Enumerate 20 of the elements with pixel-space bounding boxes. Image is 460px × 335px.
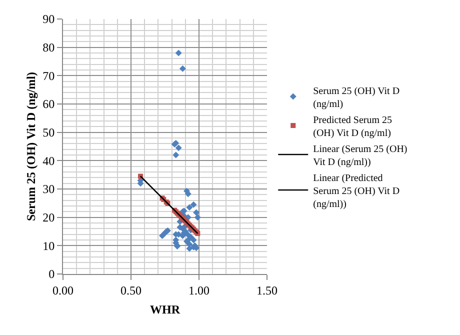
y-tick-label: 40	[42, 154, 55, 168]
legend-label: Linear (Predicted Serum 25 (OH) Vit D (ng/ml))	[313, 172, 400, 210]
y-tick-label: 50	[42, 126, 55, 140]
y-tick-label: 10	[42, 238, 55, 253]
x-tick-label: 0.00	[52, 283, 74, 298]
x-tick-label: 1.50	[256, 283, 278, 298]
legend-label: Predicted Serum 25 (OH) Vit D (ng/ml)	[313, 114, 392, 139]
y-tick-label: 60	[42, 97, 55, 112]
y-tick-label: 70	[42, 68, 55, 83]
y-tick-label: 30	[42, 182, 55, 196]
y-tick-label: 80	[42, 40, 55, 55]
x-tick-label: 1.00	[188, 283, 210, 298]
y-axis-title: Serum 25 (OH) Vit D (ng/ml)	[24, 72, 38, 221]
legend-label: Linear (Serum 25 (OH) Vit D (ng/ml))	[313, 144, 408, 168]
y-tick-label: 90	[42, 12, 55, 26]
x-axis-title: WHR	[150, 302, 180, 316]
legend-label: Serum 25 (OH) Vit D (ng/ml)	[313, 86, 400, 110]
y-tick-label: 0	[48, 267, 55, 282]
y-tick-label: 20	[42, 210, 55, 225]
x-tick-label: 0.50	[120, 283, 142, 298]
